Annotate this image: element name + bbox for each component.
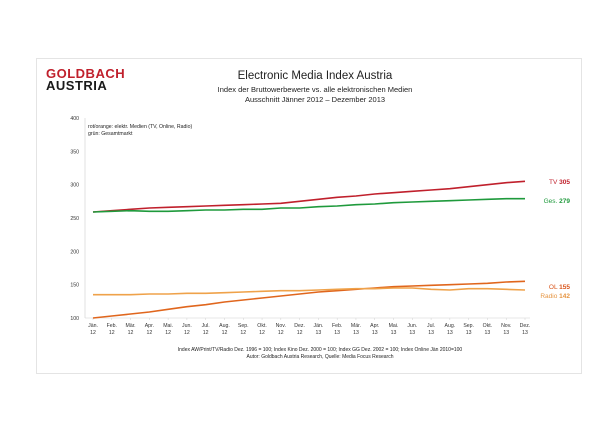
x-tick-label: 13 — [466, 330, 472, 336]
end-labels: TV 305 Ges. 279 OL 155 Radio 142 — [540, 179, 570, 300]
x-tick-label: Feb. — [107, 323, 117, 329]
end-label-tv: TV 305 — [549, 179, 570, 186]
end-label-ol: OL 155 — [549, 284, 570, 291]
chart-frame — [36, 58, 582, 374]
x-tick-label: Jul. — [427, 323, 435, 329]
x-tick-label: 13 — [503, 330, 509, 336]
x-tick-label: 13 — [334, 330, 340, 336]
x-tick-label: Aug. — [219, 323, 230, 329]
x-tick-label: 12 — [165, 330, 171, 336]
y-tick-label: 400 — [70, 116, 79, 122]
x-tick-label: Nov. — [501, 323, 511, 329]
x-tick-label: 13 — [522, 330, 528, 336]
x-tick-label: 13 — [428, 330, 434, 336]
y-tick-label: 200 — [70, 249, 79, 255]
x-tick-label: 12 — [90, 330, 96, 336]
x-tick-label: 13 — [485, 330, 491, 336]
x-tick-label: Mai. — [163, 323, 173, 329]
x-tick-label: 13 — [353, 330, 359, 336]
series-lines — [92, 180, 526, 319]
footnote-source: Autor: Goldbach Austria Research, Quelle… — [246, 354, 394, 360]
x-tick-label: Okt. — [483, 323, 493, 329]
x-tick-label: 13 — [409, 330, 415, 336]
x-tick-label: 12 — [222, 330, 228, 336]
x-tick-label: Apr. — [370, 323, 379, 329]
x-tick-label: 12 — [259, 330, 265, 336]
series-line-ges — [92, 197, 525, 213]
chart-period: Ausschnitt Jänner 2012 – Dezember 2013 — [244, 95, 386, 104]
x-tick-label: Apr. — [145, 323, 154, 329]
logo-line1: GOLDBACH — [46, 66, 126, 81]
chart-subtitle: Index der Bruttowerbewerte vs. alle elek… — [217, 85, 413, 94]
x-tick-label: Mär. — [126, 323, 136, 329]
x-tick-label: Jän. — [313, 323, 323, 329]
x-tick-label: Jun. — [407, 323, 417, 329]
x-tick-label: Jul. — [202, 323, 210, 329]
x-tick-label: Mär. — [351, 323, 361, 329]
x-tick-label: 13 — [316, 330, 322, 336]
y-tick-label: 150 — [70, 283, 79, 289]
x-tick-label: Aug. — [445, 323, 456, 329]
x-tick-label: Nov. — [276, 323, 286, 329]
x-tick-label: Feb. — [332, 323, 342, 329]
x-tick-label: Dez. — [520, 323, 531, 329]
y-tick-label: 350 — [70, 149, 79, 155]
x-tick-label: 12 — [146, 330, 152, 336]
logo-line2: AUSTRIA — [46, 78, 108, 93]
x-ticks: Jän.12Feb.12Mär.12Apr.12Mai.12Jun.12Jul.… — [88, 318, 530, 336]
x-tick-label: 12 — [278, 330, 284, 336]
legend-note-1: rot/orange: elektr. Medien (TV, Online, … — [88, 124, 192, 130]
x-tick-label: 13 — [447, 330, 453, 336]
legend-note-2: grün: Gesamtmarkt — [88, 131, 133, 137]
x-tick-label: Jän. — [88, 323, 98, 329]
y-tick-label: 100 — [70, 316, 79, 322]
footnote-index: Index AW/Print/TV/Radio Dez. 1996 = 100;… — [177, 347, 463, 353]
series-line-tv — [92, 180, 526, 213]
end-label-radio: Radio 142 — [540, 293, 570, 300]
x-tick-label: 13 — [372, 330, 378, 336]
y-tick-label: 250 — [70, 216, 79, 222]
goldbach-logo: GOLDBACH AUSTRIA — [46, 66, 126, 93]
x-tick-label: Mai. — [389, 323, 399, 329]
end-label-ges: Ges. 279 — [544, 198, 571, 205]
x-tick-label: 12 — [240, 330, 246, 336]
x-tick-label: 12 — [128, 330, 134, 336]
x-tick-label: 12 — [203, 330, 209, 336]
series-line-ol — [92, 280, 526, 319]
x-tick-label: Sep. — [463, 323, 474, 329]
chart-title: Electronic Media Index Austria — [237, 70, 393, 82]
x-tick-label: 12 — [184, 330, 190, 336]
x-tick-label: Okt. — [257, 323, 267, 329]
x-tick-label: Dez. — [294, 323, 305, 329]
x-tick-label: 12 — [109, 330, 115, 336]
y-ticks: 100 150 200 250 300 350 400 — [70, 116, 79, 322]
y-tick-label: 300 — [70, 183, 79, 189]
x-tick-label: Jun. — [182, 323, 192, 329]
x-tick-label: Sep. — [238, 323, 249, 329]
x-tick-label: 13 — [391, 330, 397, 336]
series-line-radio — [93, 287, 526, 296]
x-tick-label: 12 — [297, 330, 303, 336]
